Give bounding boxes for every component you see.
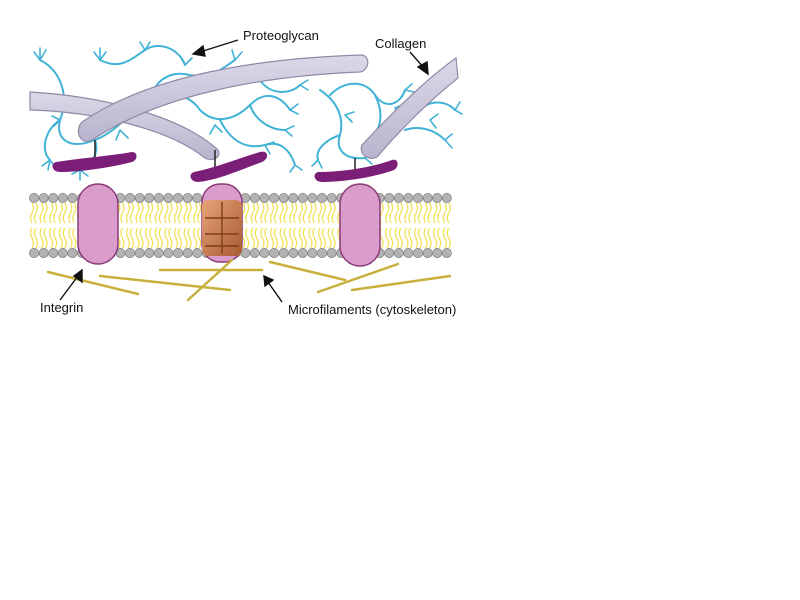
phospholipid-head: [67, 193, 78, 203]
phospholipid-head: [326, 193, 337, 203]
integrin-protein: [339, 183, 381, 267]
collagen-fibers: [29, 54, 459, 161]
phospholipid-head: [326, 248, 337, 258]
phospholipid-head: [29, 248, 39, 258]
phospholipid-head: [297, 193, 308, 203]
fibronectin-molecule: [190, 151, 268, 182]
phospholipid-head: [153, 193, 164, 203]
phospholipid-head: [182, 248, 193, 258]
phospholipid-head: [38, 248, 49, 258]
fibronectin-molecule: [52, 152, 137, 172]
phospholipid-head: [249, 193, 260, 203]
phospholipid-head: [249, 248, 260, 258]
phospholipid-head: [192, 193, 203, 203]
phospholipid-head: [48, 193, 59, 203]
phospholipid-head: [125, 193, 135, 203]
microfilament: [46, 270, 140, 296]
proteoglycan-label: Proteoglycan: [243, 28, 319, 43]
phospholipid-head: [57, 193, 68, 203]
microfilaments: [46, 258, 452, 302]
collagen-fiber: [77, 54, 369, 142]
phospholipid-head: [422, 248, 433, 258]
phospholipid-head: [269, 248, 279, 258]
phospholipid-head: [29, 193, 39, 203]
phospholipid-head: [163, 248, 174, 258]
phospholipid-head: [432, 248, 443, 258]
phospholipid-head: [413, 193, 423, 203]
proteoglycan-network: [33, 41, 463, 181]
phospholipid-head: [259, 193, 270, 203]
phospholipid-head: [288, 193, 299, 203]
phospholipid-head: [144, 248, 155, 258]
phospholipid-head: [134, 248, 145, 258]
phospholipid-head: [153, 248, 164, 258]
integrin-protein: [77, 183, 119, 265]
phospholipid-head: [57, 248, 68, 258]
phospholipid-head: [297, 248, 308, 258]
microfilament: [186, 258, 234, 302]
abs-patch-protein: [201, 183, 243, 263]
phospholipid-head: [173, 248, 183, 258]
phospholipid-head: [192, 248, 203, 258]
phospholipid-head: [441, 248, 452, 258]
phospholipid-head: [384, 248, 395, 258]
microfilament: [350, 274, 452, 292]
integrin-proteins: [77, 183, 381, 267]
collagen-label: Collagen: [375, 36, 426, 51]
phospholipid-head: [403, 248, 414, 258]
phospholipid-head: [441, 193, 452, 203]
phospholipid-head: [182, 193, 193, 203]
phospholipid-head: [307, 193, 318, 203]
phospholipid-head: [403, 193, 414, 203]
phospholipid-head: [432, 193, 443, 203]
microfilaments-label: Microfilaments (cytoskeleton): [288, 302, 456, 317]
fibronectin-molecule: [314, 159, 398, 182]
phospholipid-head: [278, 248, 289, 258]
phospholipid-head: [259, 248, 270, 258]
phospholipid-head: [163, 193, 174, 203]
phospholipid-head: [134, 193, 145, 203]
phospholipid-head: [125, 248, 135, 258]
phospholipid-head: [173, 193, 183, 203]
phospholipid-head: [38, 193, 49, 203]
microfilament: [316, 262, 400, 294]
phospholipid-head: [317, 193, 327, 203]
integrin-label: Integrin: [40, 300, 83, 315]
fibronectin-molecules: [52, 151, 398, 182]
phospholipid-head: [307, 248, 318, 258]
collagen-fiber: [360, 56, 459, 159]
phospholipid-head: [144, 193, 155, 203]
phospholipid-head: [48, 248, 59, 258]
annotation-arrows: [59, 39, 429, 303]
phospholipid-head: [269, 193, 279, 203]
phospholipid-head: [413, 248, 423, 258]
phospholipid-head: [384, 193, 395, 203]
microfilament: [268, 260, 347, 282]
microfilament: [98, 274, 232, 292]
phospholipid-head: [317, 248, 327, 258]
phospholipid-head: [288, 248, 299, 258]
phospholipid-head: [393, 193, 404, 203]
phospholipid-head: [67, 248, 78, 258]
phospholipid-head: [278, 193, 289, 203]
phospholipid-head: [422, 193, 433, 203]
phospholipid-head: [393, 248, 404, 258]
